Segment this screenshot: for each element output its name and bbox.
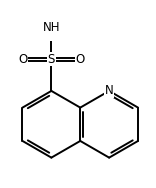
Text: N: N bbox=[105, 84, 114, 97]
Text: O: O bbox=[18, 53, 28, 66]
Text: NH: NH bbox=[43, 21, 60, 34]
Text: S: S bbox=[48, 53, 55, 66]
Text: O: O bbox=[75, 53, 84, 66]
